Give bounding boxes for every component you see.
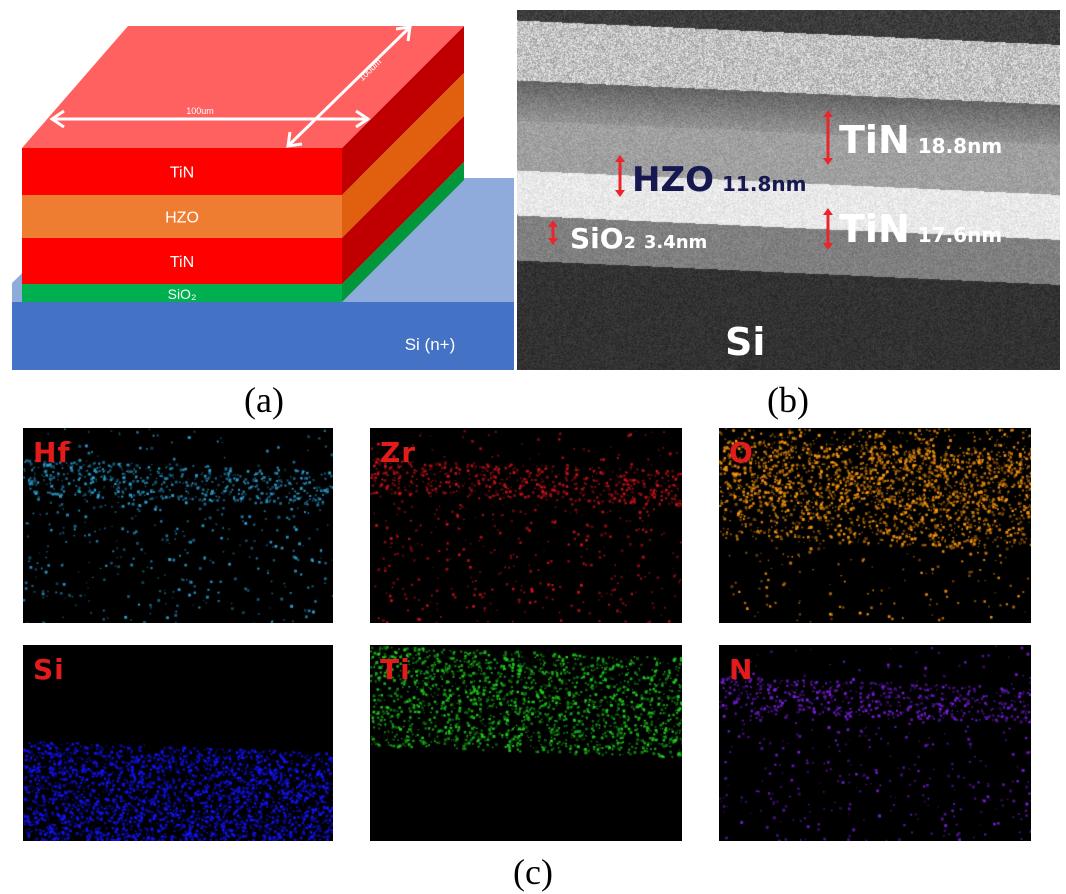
eds-map-si: Si bbox=[23, 645, 333, 841]
eds-element-label: Zr bbox=[380, 436, 417, 469]
stack-layer bbox=[22, 284, 342, 302]
panel-b-label: (b) bbox=[767, 380, 809, 420]
eds-map-n: N bbox=[719, 645, 1031, 841]
eds-element-label: N bbox=[729, 653, 754, 686]
tem-substrate-label: Si bbox=[725, 320, 765, 364]
eds-element-label: Hf bbox=[33, 436, 71, 469]
tem-image: TiN 18.8nm HZO 11.8nm TiN 17.6nm SiO₂ 3.4nm Si bbox=[517, 10, 1060, 370]
eds-map-o: O bbox=[719, 428, 1031, 623]
eds-element-label: Si bbox=[33, 653, 65, 686]
eds-map-zr: Zr bbox=[370, 428, 682, 623]
stack-front: TiN HZO TiN SiO₂ bbox=[22, 148, 342, 302]
stack-layer-label: SiO₂ bbox=[168, 286, 197, 302]
stack-layer bbox=[22, 195, 342, 238]
eds-map-hf: Hf bbox=[23, 428, 333, 623]
tem-layer-annotation: SiO₂ 3.4nm bbox=[570, 222, 707, 255]
substrate-label: Si (n+) bbox=[405, 335, 456, 354]
width-dimension-label: 100um bbox=[186, 106, 214, 116]
stack-layer-label: TiN bbox=[170, 254, 194, 271]
substrate-front bbox=[12, 302, 514, 370]
stack-layer-label: HZO bbox=[165, 210, 199, 227]
stack-side-layer bbox=[342, 162, 464, 302]
stack-layer-label: TiN bbox=[170, 165, 194, 182]
stack-side bbox=[342, 26, 464, 302]
dimension-arrows bbox=[49, 25, 412, 148]
tem-layer-annotation: TiN 18.8nm bbox=[839, 118, 1002, 162]
tem-layer-annotation: TiN 17.6nm bbox=[839, 207, 1002, 251]
panel-c-label: (c) bbox=[513, 852, 553, 892]
eds-map-ti: Ti bbox=[370, 645, 682, 841]
stack-side-layer bbox=[342, 116, 464, 284]
eds-element-label: O bbox=[729, 436, 754, 469]
stack-layer bbox=[22, 148, 342, 195]
stack-side-layer bbox=[342, 73, 464, 238]
stack-layer bbox=[22, 238, 342, 284]
eds-element-label: Ti bbox=[380, 653, 411, 686]
tem-layer-annotation: HZO 11.8nm bbox=[632, 160, 806, 200]
panel-a-label: (a) bbox=[244, 380, 284, 420]
stack-side-layer bbox=[342, 26, 464, 195]
